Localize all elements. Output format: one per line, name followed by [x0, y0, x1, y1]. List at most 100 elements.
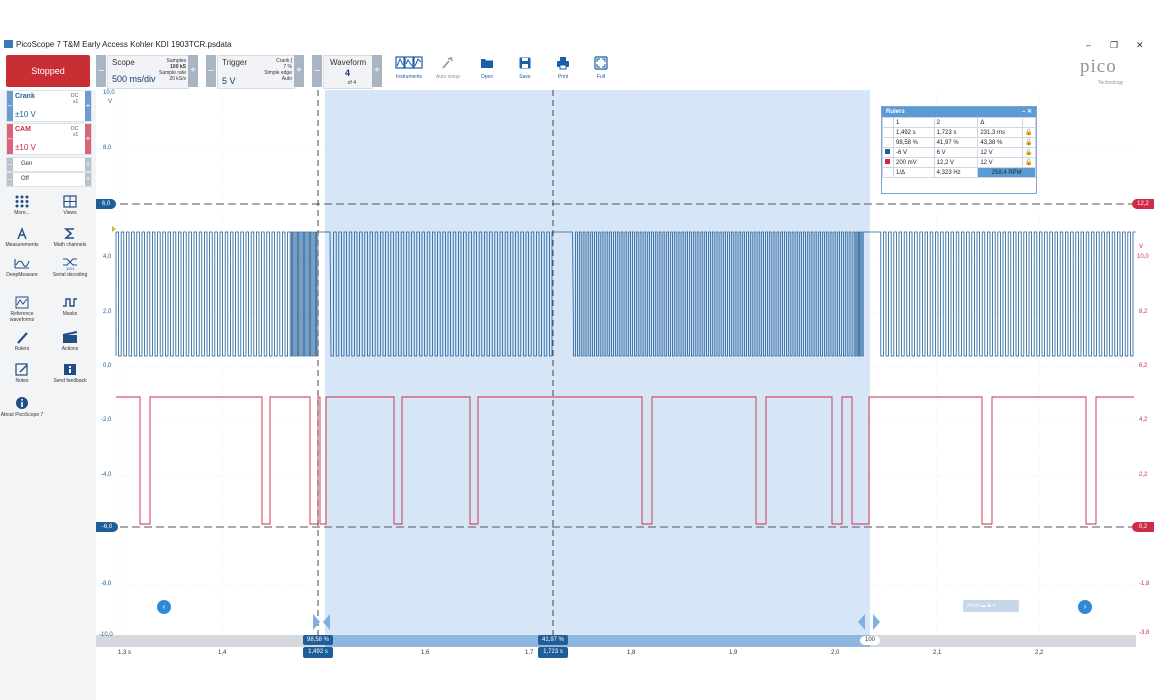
lock-icon[interactable]: 🔓	[1022, 127, 1036, 138]
zoom-close-icon[interactable]: ✕	[991, 603, 997, 609]
serial-decoding-icon: 1101	[63, 258, 77, 270]
save-button[interactable]: Save	[514, 56, 536, 80]
chevron-left-icon: ‹	[162, 602, 166, 611]
reference-waveforms-button[interactable]: Reference waveforms	[0, 296, 44, 323]
rulers-panel-header[interactable]: Rulers – ✕	[882, 107, 1036, 117]
right-axis-tick: 2,2	[1139, 472, 1148, 478]
time-ruler-1-time[interactable]: 1,492 s	[303, 647, 333, 658]
waveform-next-button[interactable]: +	[372, 55, 382, 87]
about-button[interactable]: About PicoScope 7	[0, 396, 44, 418]
rulers-button[interactable]: Rulers	[0, 331, 44, 352]
more-button[interactable]: More...	[0, 195, 44, 216]
timebase-increase-button[interactable]: +	[188, 55, 198, 87]
restore-button[interactable]: ❐	[1110, 40, 1119, 50]
ruler-time-delta: 231,3 ms	[977, 127, 1023, 138]
channel-cam-panel[interactable]: – CAM DC x1 ±10 V +	[6, 123, 92, 155]
rising-edge-icon: ʃ	[290, 58, 292, 64]
crank-range-increase-button[interactable]: +	[85, 91, 91, 121]
trigger-increase-button[interactable]: +	[294, 55, 304, 87]
notes-button[interactable]: Notes	[0, 363, 44, 384]
auto-setup-icon	[442, 56, 453, 69]
actions-button[interactable]: Actions	[48, 331, 92, 352]
rulers-label: Rulers	[14, 346, 30, 352]
lock-icon[interactable]: 🔓	[1022, 137, 1036, 148]
instruments-button[interactable]: Instruments	[395, 56, 423, 80]
generator-state-row[interactable]: – Off +	[6, 172, 92, 187]
rulers-panel-controls[interactable]: – ✕	[1021, 109, 1032, 115]
zoom-left-handle[interactable]	[313, 614, 330, 630]
ruler-rpm[interactable]: 259,4 RPM	[977, 167, 1036, 178]
ruler-col-1: 1	[893, 117, 935, 128]
title-bar: PicoScope 7 T&M Early Access Kohler KDI …	[0, 0, 1156, 52]
ruler-cam-2: 12,2 V	[933, 157, 979, 168]
generator-increase-button[interactable]: +	[85, 158, 91, 171]
cam-ruler-lower-tag[interactable]: 0,2	[1132, 522, 1154, 532]
generator-decrease-button[interactable]: –	[7, 158, 13, 171]
crank-color-swatch	[885, 149, 890, 154]
deepmeasure-button[interactable]: DeepMeasure	[0, 257, 44, 278]
ruler-crank-2: 6 V	[933, 147, 979, 158]
rulers-panel[interactable]: Rulers – ✕ 1 2 Δ 1,492 s 1,723 s 231,3 m…	[881, 106, 1037, 194]
math-channels-button[interactable]: Math channels	[48, 227, 92, 248]
serial-decoding-button[interactable]: 1101 Serial decoding	[48, 257, 92, 278]
cam-waveform	[116, 396, 1134, 525]
crank-range-decrease-button[interactable]: –	[7, 91, 13, 121]
waveform-selector-group[interactable]: Waveform 4 of 4	[323, 55, 373, 89]
generator-off-decrease-button[interactable]: –	[7, 173, 13, 186]
open-folder-icon	[481, 59, 493, 68]
voltage-ruler-lower-tag[interactable]: -6,0	[96, 522, 118, 532]
timeline-scroll-thumb[interactable]	[325, 635, 870, 647]
zoom-highlight-region	[325, 90, 870, 635]
scroll-right-button[interactable]: ›	[1078, 600, 1092, 614]
cam-range-increase-button[interactable]: +	[85, 124, 91, 154]
trigger-label: Trigger	[222, 58, 248, 67]
samples-value: 100 kS	[170, 64, 186, 70]
ruler-col-delta: Δ	[977, 117, 1023, 128]
trigger-settings-group[interactable]: Trigger 5 V Crank ʃ 7 % Simple edge Auto	[217, 55, 295, 89]
zoom-minimize-icon[interactable]: ▬	[981, 603, 987, 609]
time-ruler-1-percent: 98,58 %	[303, 635, 333, 645]
close-button[interactable]: ✕	[1136, 40, 1144, 50]
generator-label-row[interactable]: – Gen +	[6, 157, 92, 172]
scope-settings-group[interactable]: Scope 500 ms/div Samples 100 kS Sample r…	[107, 55, 189, 89]
zoom-right-handle[interactable]	[858, 614, 880, 630]
crank-trace-path	[115, 231, 1136, 357]
open-button[interactable]: Open	[476, 56, 498, 80]
chevron-right-icon: ›	[1083, 602, 1087, 611]
lock-icon[interactable]: 🔓	[1022, 147, 1036, 158]
actions-label: Actions	[61, 346, 79, 352]
trigger-decrease-button[interactable]: –	[206, 55, 216, 87]
minimize-button[interactable]: –	[1086, 40, 1092, 50]
generator-off-increase-button[interactable]: +	[85, 173, 91, 186]
time-ruler-2-time[interactable]: 1,723 s	[538, 647, 568, 658]
right-axis-tick: 6,2	[1139, 363, 1148, 369]
print-button[interactable]: Print	[552, 56, 574, 80]
x-axis-tick: 2,2	[1035, 650, 1044, 656]
auto-setup-button[interactable]: Auto setup	[436, 56, 460, 80]
voltage-ruler-upper-tag[interactable]: 6,0	[96, 199, 116, 209]
views-button[interactable]: Views	[48, 195, 92, 216]
zoom-overview-control[interactable]: Zoom ▬ ■ ✕	[963, 600, 1019, 612]
full-screen-button[interactable]: Full	[590, 56, 612, 80]
send-feedback-label: Send feedback	[53, 378, 87, 384]
measurements-button[interactable]: Measurements	[0, 227, 44, 248]
cam-range-decrease-button[interactable]: –	[7, 124, 13, 154]
cam-ruler-upper-tag[interactable]: 12,2	[1132, 199, 1154, 209]
picoscope-app-icon	[4, 40, 13, 48]
trigger-channel: Crank	[276, 58, 290, 64]
channel-crank-panel[interactable]: – Crank DC x1 ±10 V +	[6, 90, 92, 122]
run-stop-button[interactable]: Stopped	[6, 55, 90, 87]
open-label: Open	[480, 74, 494, 80]
timebase-value: 500 ms/div	[112, 74, 156, 84]
crank-range: ±10 V	[15, 110, 36, 119]
print-label: Print	[557, 74, 569, 80]
send-feedback-button[interactable]: Send feedback	[48, 363, 92, 384]
timebase-decrease-button[interactable]: –	[96, 55, 106, 87]
lock-icon[interactable]: 🔓	[1022, 157, 1036, 168]
scroll-left-button[interactable]: ‹	[157, 600, 171, 614]
zoom-restore-icon[interactable]: ■	[987, 603, 991, 609]
crank-channel-name: Crank	[15, 93, 35, 100]
waveform-previous-button[interactable]: –	[312, 55, 322, 87]
masks-button[interactable]: Masks	[48, 296, 92, 317]
